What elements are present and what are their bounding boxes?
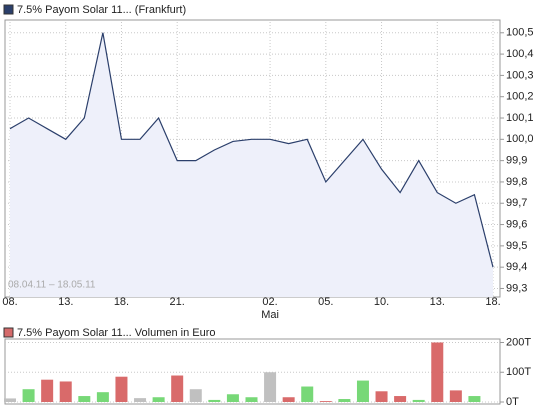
x-tick-label: 02.: [262, 296, 277, 308]
y-tick-label: 99,3: [506, 282, 527, 294]
volume-bar: [394, 396, 407, 402]
volume-bar: [468, 396, 481, 402]
volume-bar: [189, 389, 202, 402]
y-tick-label: 99,4: [506, 261, 527, 273]
volume-bar: [134, 398, 147, 402]
y-tick-label: 99,5: [506, 240, 527, 252]
x-tick-label: 13.: [58, 296, 73, 308]
volume-bar: [171, 375, 184, 402]
y-tick-label: 99,8: [506, 176, 527, 188]
legend-label: 7.5% Payom Solar 11... Volumen in Euro: [17, 327, 216, 339]
volume-bar: [449, 390, 462, 402]
legend-swatch: [3, 327, 14, 338]
volume-bar: [96, 392, 109, 402]
volume-bar: [338, 399, 351, 402]
y-tick-label: 99,6: [506, 218, 527, 230]
volume-bar: [301, 386, 314, 402]
x-tick-label: 18.: [485, 296, 500, 308]
x-tick-label: 05.: [318, 296, 333, 308]
volume-bar: [264, 372, 277, 402]
volume-bar: [319, 401, 332, 402]
volume-bar: [208, 399, 221, 402]
date-range: 08.04.11 – 18.05.11: [8, 280, 96, 291]
volume-bar: [375, 391, 388, 402]
volume-bar: [22, 389, 35, 402]
volume-bar: [412, 399, 425, 402]
volume-bar: [115, 376, 128, 402]
y-tick-label: 100,2: [506, 91, 534, 103]
x-tick-label: 13.: [430, 296, 445, 308]
x-sublabel: Mai: [261, 309, 279, 321]
y-tick-label: 100,1: [506, 112, 534, 124]
x-tick-label: 10.: [374, 296, 389, 308]
y-tick-label: 100,0: [506, 133, 534, 145]
volume-bar: [226, 394, 239, 402]
x-tick-label: 18.: [114, 296, 129, 308]
y-tick-label: 100,4: [506, 48, 534, 60]
line: [9, 32, 494, 268]
y-tick-label: 99,7: [506, 197, 527, 209]
legend-swatch: [3, 4, 14, 15]
volume-bar: [282, 397, 295, 402]
volume-bar: [245, 397, 258, 402]
volume-bar: [78, 396, 91, 402]
y-tick-label: 200T: [506, 336, 531, 348]
volume-bar: [356, 380, 369, 402]
y-tick-label: 0T: [506, 396, 519, 408]
volume-bar: [431, 342, 444, 402]
volume-bar: [59, 381, 72, 402]
legend-label: 7.5% Payom Solar 11... (Frankfurt): [17, 4, 186, 16]
x-tick-label: 21.: [170, 296, 185, 308]
y-tick-label: 100,5: [506, 27, 534, 39]
y-tick-label: 99,9: [506, 155, 527, 167]
volume-bar: [41, 379, 54, 402]
y-tick-label: 100,3: [506, 69, 534, 81]
x-tick-label: 08.: [2, 296, 17, 308]
volume-frame: [4, 338, 501, 405]
area: [10, 32, 493, 298]
volume-bar: [152, 397, 165, 402]
y-tick-label: 100T: [506, 366, 531, 378]
volume-bar: [4, 398, 16, 402]
